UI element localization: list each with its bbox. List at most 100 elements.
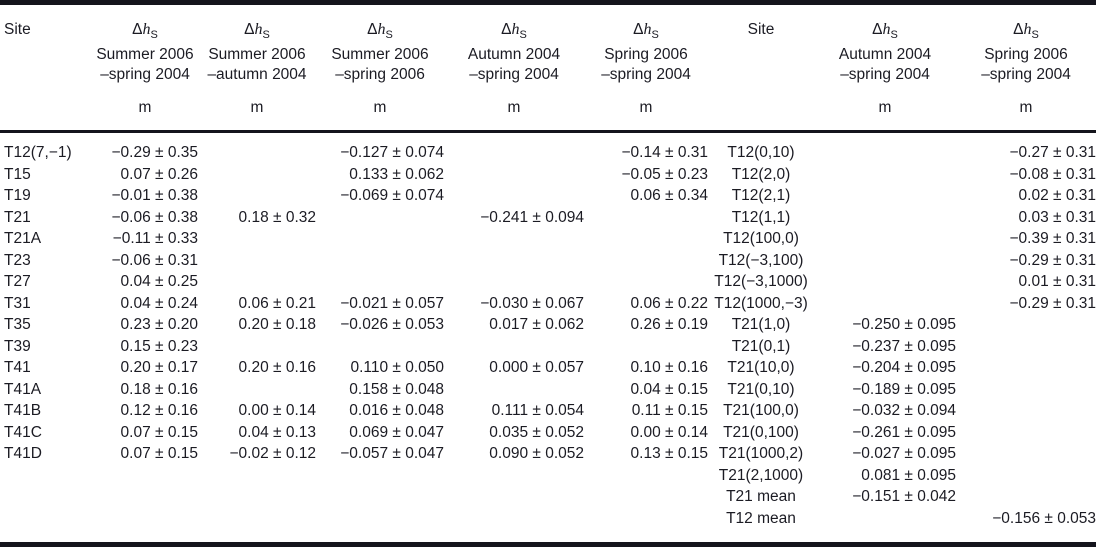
value-cell: 0.035 ± 0.052 <box>489 423 584 441</box>
value-cell <box>584 228 708 250</box>
period-line-1: Summer 2006 <box>208 46 306 64</box>
unit-label: m <box>639 99 653 117</box>
value-cell <box>444 132 584 164</box>
value-cell: −0.151 ± 0.042 <box>852 488 956 506</box>
table-row: T21(2,1000) 0.081 ± 0.095 <box>0 465 1096 487</box>
value-cell: 0.081 ± 0.095 <box>861 466 956 484</box>
value-cell <box>444 271 584 293</box>
value-cell: −0.29 ± 0.31 <box>1009 251 1096 269</box>
value-cell: −0.14 ± 0.31 <box>621 144 708 162</box>
site-cell: T21(1,0) <box>731 316 791 334</box>
table-row: T21 mean −0.151 ± 0.042 <box>0 486 1096 508</box>
value-cell: 0.04 ± 0.15 <box>630 380 708 398</box>
table-row: T12(7,−1) −0.29 ± 0.35 −0.127 ± 0.074 −0.14… <box>0 132 1096 164</box>
value-cell <box>814 250 956 272</box>
unit-label: m <box>138 99 152 117</box>
value-cell <box>198 271 316 293</box>
value-cell: 0.20 ± 0.16 <box>238 359 316 377</box>
value-cell: 0.12 ± 0.16 <box>120 402 198 420</box>
value-cell: 0.111 ± 0.054 <box>491 402 584 420</box>
table-row: T41A 0.18 ± 0.16 0.158 ± 0.048 0.04 ± 0.15 T… <box>0 379 1096 401</box>
value-cell <box>444 185 584 207</box>
value-cell: 0.017 ± 0.062 <box>489 316 584 334</box>
value-cell: 0.158 ± 0.048 <box>349 380 444 398</box>
value-cell: 0.06 ± 0.22 <box>630 294 708 312</box>
value-cell <box>584 250 708 272</box>
value-cell: −0.29 ± 0.31 <box>1009 294 1096 312</box>
value-cell <box>316 508 444 545</box>
value-cell <box>956 400 1096 422</box>
value-cell: 0.26 ± 0.19 <box>630 316 708 334</box>
value-cell <box>316 336 444 358</box>
value-cell: −0.189 ± 0.095 <box>852 380 956 398</box>
site-cell: T21(0,1) <box>731 337 791 355</box>
period-line-1: Spring 2006 <box>604 46 688 64</box>
value-cell <box>316 465 444 487</box>
value-cell: −0.069 ± 0.074 <box>340 187 444 205</box>
value-cell: 0.07 ± 0.15 <box>120 445 198 463</box>
period-line-2: –spring 2004 <box>981 66 1071 84</box>
value-cell <box>444 465 584 487</box>
delta-h-symbol: ΔhS <box>132 21 158 42</box>
value-cell <box>316 250 444 272</box>
site-cell: T21(0,10) <box>727 380 795 398</box>
value-cell: 0.04 ± 0.13 <box>238 423 316 441</box>
delta-h-symbol: ΔhS <box>501 21 527 42</box>
value-cell: −0.06 ± 0.38 <box>111 208 198 226</box>
delta-h-symbol: ΔhS <box>367 21 393 42</box>
value-cell: −0.08 ± 0.31 <box>1009 165 1096 183</box>
value-cell: 0.01 ± 0.31 <box>1018 273 1096 291</box>
column-header-site2: Site <box>708 2 814 134</box>
table-body: T12(7,−1) −0.29 ± 0.35 −0.127 ± 0.074 −0.14… <box>0 132 1096 545</box>
value-cell: 0.133 ± 0.062 <box>349 165 444 183</box>
value-cell: −0.11 ± 0.33 <box>112 230 198 248</box>
value-cell: −0.204 ± 0.095 <box>852 359 956 377</box>
value-cell <box>956 443 1096 465</box>
value-cell <box>956 465 1096 487</box>
site-cell: T12(−3,1000) <box>714 273 808 291</box>
period-line-2: –autumn 2004 <box>207 66 307 84</box>
value-cell: 0.07 ± 0.15 <box>120 423 198 441</box>
value-cell: 0.23 ± 0.20 <box>120 316 198 334</box>
value-cell: 0.02 ± 0.31 <box>1018 187 1096 205</box>
value-cell: −0.032 ± 0.094 <box>852 402 956 420</box>
table-row: T21 −0.06 ± 0.38 0.18 ± 0.32 −0.241 ± 0.094… <box>0 207 1096 229</box>
value-cell: −0.057 ± 0.047 <box>340 445 444 463</box>
table-row: T15 0.07 ± 0.26 0.133 ± 0.062 −0.05 ± 0.23 T… <box>0 164 1096 186</box>
site-cell: T27 <box>4 273 31 291</box>
column-header-c6: ΔhS Autumn 2004 –spring 2004 m <box>814 2 956 134</box>
value-cell <box>198 465 316 487</box>
value-cell <box>584 465 708 487</box>
value-cell <box>814 132 956 164</box>
site-cell: T21(1000,2) <box>718 445 804 463</box>
value-cell: 0.04 ± 0.24 <box>120 294 198 312</box>
value-cell <box>814 228 956 250</box>
unit-label: m <box>1019 99 1033 117</box>
value-cell: −0.027 ± 0.095 <box>852 445 956 463</box>
table-row: T39 0.15 ± 0.23 T21(0,1) −0.237 ± 0.095 <box>0 336 1096 358</box>
site-cell: T21(0,100) <box>723 423 799 441</box>
value-cell: 0.04 ± 0.25 <box>120 273 198 291</box>
value-cell: −0.237 ± 0.095 <box>852 337 956 355</box>
site-cell <box>0 508 92 545</box>
column-header-c3: ΔhS Summer 2006 –spring 2006 m <box>316 2 444 134</box>
site-cell: T31 <box>4 294 31 312</box>
value-cell: 0.15 ± 0.23 <box>120 337 198 355</box>
value-cell: 0.016 ± 0.048 <box>349 402 444 420</box>
value-cell: −0.01 ± 0.38 <box>111 187 198 205</box>
site-cell: T41 <box>4 359 31 377</box>
site-cell: T12(1000,−3) <box>714 294 808 312</box>
value-cell: 0.00 ± 0.14 <box>238 402 316 420</box>
value-cell: 0.13 ± 0.15 <box>630 445 708 463</box>
value-cell <box>444 164 584 186</box>
value-cell <box>198 250 316 272</box>
value-cell: −0.02 ± 0.12 <box>229 445 316 463</box>
column-header-c4: ΔhS Autumn 2004 –spring 2004 m <box>444 2 584 134</box>
value-cell: 0.090 ± 0.052 <box>489 445 584 463</box>
value-cell <box>584 336 708 358</box>
value-cell: −0.39 ± 0.31 <box>1009 230 1096 248</box>
value-cell <box>444 228 584 250</box>
value-cell: −0.06 ± 0.31 <box>111 251 198 269</box>
value-cell: 0.10 ± 0.16 <box>630 359 708 377</box>
